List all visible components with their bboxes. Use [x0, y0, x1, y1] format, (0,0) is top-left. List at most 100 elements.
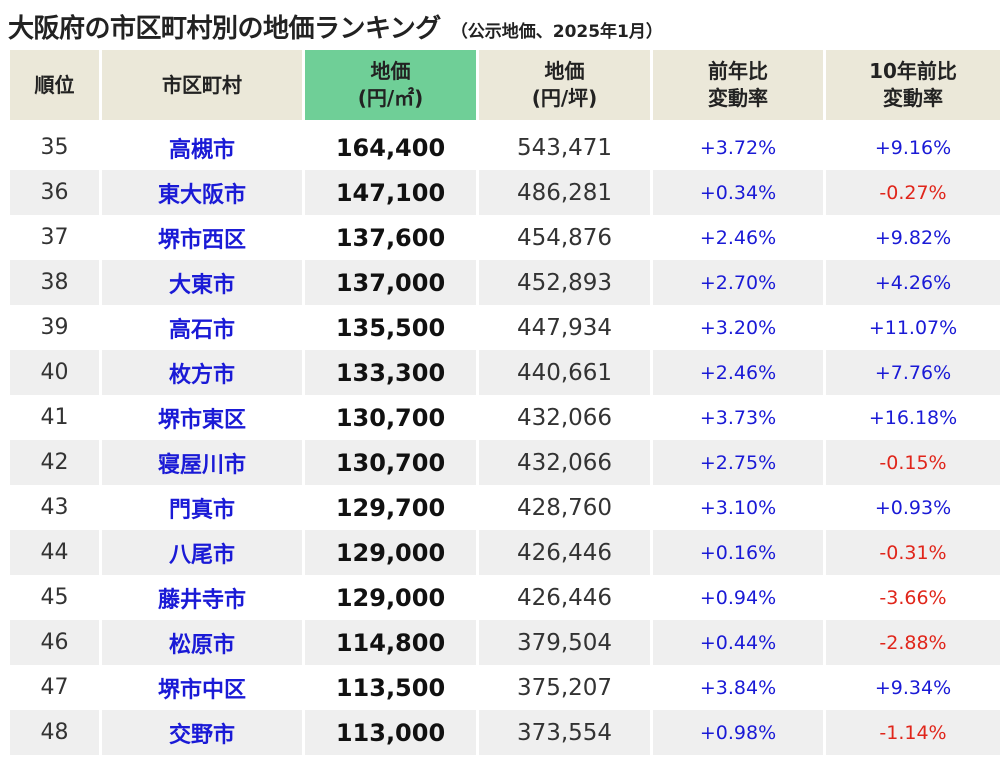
yoy-change-cell: +3.20% [653, 305, 826, 350]
price-per-tsubo-cell: 432,066 [479, 395, 653, 440]
ten-year-change-cell: -0.27% [826, 170, 1000, 215]
price-per-m2-cell: 130,700 [305, 440, 479, 485]
table-row: 45 藤井寺市 129,000 426,446 +0.94% -3.66% [10, 575, 1000, 620]
price-per-tsubo-cell: 452,893 [479, 260, 653, 305]
header-yoy-change: 前年比 変動率 [653, 50, 826, 120]
rank-cell: 48 [10, 710, 102, 755]
rank-cell: 41 [10, 395, 102, 440]
city-name-link[interactable]: 高槻市 [102, 125, 305, 170]
price-per-m2-cell: 147,100 [305, 170, 479, 215]
price-per-m2-cell: 137,600 [305, 215, 479, 260]
table-row: 36 東大阪市 147,100 486,281 +0.34% -0.27% [10, 170, 1000, 215]
price-per-m2-cell: 135,500 [305, 305, 479, 350]
price-per-tsubo-cell: 375,207 [479, 665, 653, 710]
ten-year-change-cell: +9.16% [874, 136, 952, 159]
yoy-change-cell: +3.10% [653, 485, 826, 530]
city-name-link[interactable]: 交野市 [102, 710, 305, 755]
table-row: 42 寝屋川市 130,700 432,066 +2.75% -0.15% [10, 440, 1000, 485]
ten-year-change-cell: +16.18% [868, 406, 958, 429]
table-row: 43 門真市 129,700 428,760 +3.10% +0.93% [10, 485, 1000, 530]
title-main: 大阪府の市区町村別の地価ランキング [8, 14, 441, 44]
rank-cell: 42 [10, 440, 102, 485]
ten-year-change-cell: +4.26% [826, 260, 1000, 305]
city-name-link[interactable]: 堺市東区 [102, 395, 305, 440]
price-per-tsubo-cell: 426,446 [479, 575, 653, 620]
rank-cell: 35 [10, 125, 102, 170]
yoy-change-cell: +2.75% [653, 440, 826, 485]
price-per-m2-cell: 129,000 [305, 575, 479, 620]
price-per-m2-cell: 114,800 [305, 620, 479, 665]
header-ten-year-change: 10年前比 変動率 [826, 50, 1000, 120]
table-row: 48 交野市 113,000 373,554 +0.98% -1.14% [10, 710, 1000, 755]
rank-cell: 37 [10, 215, 102, 260]
price-per-m2-cell: 129,700 [305, 485, 479, 530]
ten-year-change-cell: +9.34% [874, 676, 952, 699]
table-row: 39 高石市 135,500 447,934 +3.20% +11.07% [10, 305, 1000, 350]
price-per-tsubo-cell: 454,876 [479, 215, 653, 260]
header-rank: 順位 [10, 50, 102, 120]
price-per-m2-cell: 137,000 [305, 260, 479, 305]
city-name-link[interactable]: 松原市 [102, 620, 305, 665]
price-per-tsubo-cell: 379,504 [479, 620, 653, 665]
price-per-tsubo-cell: 428,760 [479, 485, 653, 530]
title-subtitle: （公示地価、2025年1月） [450, 22, 663, 42]
table-header: 順位 市区町村 地価 (円/㎡) 地価 (円/坪) 前年比 変動率 10年前比 変動率 [10, 50, 1000, 125]
city-name-link[interactable]: 枚方市 [102, 350, 305, 395]
city-name-link[interactable]: 高石市 [102, 305, 305, 350]
rank-cell: 46 [10, 620, 102, 665]
price-per-m2-cell: 129,000 [305, 530, 479, 575]
city-name-link[interactable]: 寝屋川市 [102, 440, 305, 485]
rank-cell: 43 [10, 485, 102, 530]
table-row: 41 堺市東区 130,700 432,066 +3.73% +16.18% [10, 395, 1000, 440]
yoy-change-cell: +0.16% [653, 530, 826, 575]
price-per-tsubo-cell: 426,446 [479, 530, 653, 575]
yoy-change-cell: +2.70% [653, 260, 826, 305]
table-row: 35 高槻市 164,400 543,471 +3.72% +9.16% [10, 125, 1000, 170]
price-per-m2-cell: 113,500 [305, 665, 479, 710]
yoy-change-cell: +3.72% [653, 125, 826, 170]
price-per-tsubo-cell: 440,661 [479, 350, 653, 395]
yoy-change-cell: +3.84% [653, 665, 826, 710]
price-per-tsubo-cell: 432,066 [479, 440, 653, 485]
ten-year-change-cell: -0.15% [826, 440, 1000, 485]
rank-cell: 47 [10, 665, 102, 710]
city-name-link[interactable]: 堺市西区 [102, 215, 305, 260]
rank-cell: 40 [10, 350, 102, 395]
city-name-link[interactable]: 門真市 [102, 485, 305, 530]
city-name-link[interactable]: 藤井寺市 [102, 575, 305, 620]
yoy-change-cell: +0.94% [653, 575, 826, 620]
city-name-link[interactable]: 大東市 [102, 260, 305, 305]
yoy-change-cell: +2.46% [653, 215, 826, 260]
price-per-m2-cell: 133,300 [305, 350, 479, 395]
ten-year-change-cell: -0.31% [826, 530, 1000, 575]
yoy-change-cell: +3.73% [653, 395, 826, 440]
rank-cell: 36 [10, 170, 102, 215]
price-per-tsubo-cell: 447,934 [479, 305, 653, 350]
city-name-link[interactable]: 堺市中区 [102, 665, 305, 710]
price-per-tsubo-cell: 373,554 [479, 710, 653, 755]
price-per-m2-cell: 164,400 [305, 125, 479, 170]
ten-year-change-cell: +9.82% [874, 226, 952, 249]
ranking-table: 順位 市区町村 地価 (円/㎡) 地価 (円/坪) 前年比 変動率 10年前比 変動率 … [10, 50, 1000, 755]
rank-cell: 38 [10, 260, 102, 305]
city-name-link[interactable]: 東大阪市 [102, 170, 305, 215]
table-row: 38 大東市 137,000 452,893 +2.70% +4.26% [10, 260, 1000, 305]
city-name-link[interactable]: 八尾市 [102, 530, 305, 575]
ten-year-change-cell: -3.66% [879, 586, 947, 609]
table-row: 44 八尾市 129,000 426,446 +0.16% -0.31% [10, 530, 1000, 575]
table-row: 47 堺市中区 113,500 375,207 +3.84% +9.34% [10, 665, 1000, 710]
rank-cell: 45 [10, 575, 102, 620]
table-row: 40 枚方市 133,300 440,661 +2.46% +7.76% [10, 350, 1000, 395]
yoy-change-cell: +0.98% [653, 710, 826, 755]
ten-year-change-cell: +11.07% [868, 316, 958, 339]
page-title: 大阪府の市区町村別の地価ランキング （公示地価、2025年1月） [8, 8, 663, 48]
price-per-tsubo-cell: 543,471 [479, 125, 653, 170]
ten-year-change-cell: +0.93% [874, 496, 952, 519]
yoy-change-cell: +0.34% [653, 170, 826, 215]
price-per-m2-cell: 113,000 [305, 710, 479, 755]
header-city: 市区町村 [102, 50, 305, 120]
table-body: 35 高槻市 164,400 543,471 +3.72% +9.16% 36 東大阪市 147… [10, 125, 1000, 755]
rank-cell: 39 [10, 305, 102, 350]
ten-year-change-cell: +7.76% [826, 350, 1000, 395]
price-per-m2-cell: 130,700 [305, 395, 479, 440]
